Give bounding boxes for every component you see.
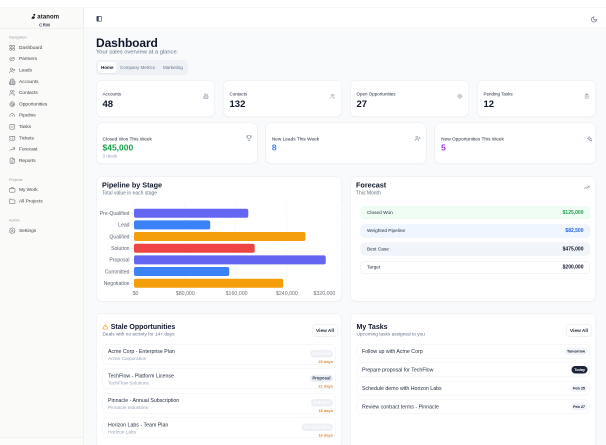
svg-text:Committed: Committed: [105, 269, 130, 275]
svg-text:Solution: Solution: [111, 246, 130, 252]
svg-text:$320,000: $320,000: [313, 291, 335, 297]
svg-text:Lead: Lead: [118, 223, 129, 229]
svg-text:Negotiation: Negotiation: [104, 281, 130, 287]
svg-text:$160,000: $160,000: [226, 291, 248, 297]
svg-text:Pre-Qualified: Pre-Qualified: [100, 211, 130, 217]
svg-text:$0: $0: [133, 291, 139, 297]
svg-text:$80,000: $80,000: [176, 291, 195, 297]
svg-text:$240,000: $240,000: [276, 291, 298, 297]
svg-text:Qualified: Qualified: [109, 234, 129, 240]
svg-text:Proposal: Proposal: [109, 258, 129, 264]
